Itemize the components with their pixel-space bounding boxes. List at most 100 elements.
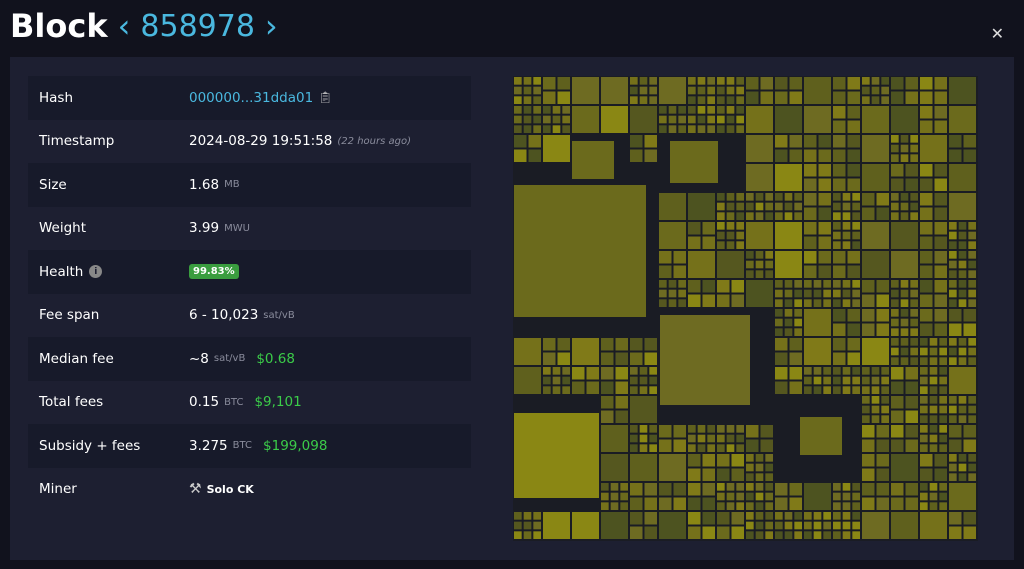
transaction-block[interactable] — [881, 96, 889, 104]
transaction-block[interactable] — [968, 270, 976, 278]
transaction-block[interactable] — [833, 309, 846, 322]
transaction-block[interactable] — [804, 338, 831, 365]
transaction-block[interactable] — [668, 280, 677, 288]
transaction-block[interactable] — [934, 91, 948, 105]
transaction-block[interactable] — [775, 521, 783, 530]
transaction-block[interactable] — [644, 352, 658, 366]
transaction-block[interactable] — [891, 410, 904, 424]
transaction-block[interactable] — [949, 135, 962, 148]
transaction-block[interactable] — [644, 149, 658, 163]
transaction-block[interactable] — [891, 347, 899, 356]
transaction-block[interactable] — [678, 280, 686, 288]
transaction-block[interactable] — [789, 483, 803, 496]
transaction-block[interactable] — [833, 106, 846, 119]
transaction-block[interactable] — [794, 299, 802, 307]
transaction-block[interactable] — [755, 512, 764, 520]
transaction-block[interactable] — [678, 106, 686, 114]
transaction-block[interactable] — [968, 289, 976, 298]
transaction-block[interactable] — [630, 454, 657, 481]
transaction-block[interactable] — [533, 115, 541, 124]
transaction-block[interactable] — [804, 251, 817, 264]
transaction-block[interactable] — [958, 270, 967, 278]
transaction-block[interactable] — [775, 309, 783, 317]
transaction-block[interactable] — [920, 207, 933, 221]
transaction-block[interactable] — [659, 497, 672, 511]
transaction-block[interactable] — [717, 115, 725, 124]
transaction-block[interactable] — [910, 289, 918, 298]
transaction-block[interactable] — [818, 265, 832, 279]
transaction-block[interactable] — [813, 299, 822, 307]
transaction-block[interactable] — [905, 381, 919, 395]
transaction-block[interactable] — [939, 483, 947, 491]
transaction-block[interactable] — [697, 86, 706, 95]
transaction-block[interactable] — [881, 367, 889, 375]
transaction-block[interactable] — [789, 91, 803, 105]
transaction-block[interactable] — [639, 386, 648, 394]
transaction-block[interactable] — [644, 338, 658, 351]
transaction-block[interactable] — [876, 309, 890, 322]
transaction-block[interactable] — [910, 357, 918, 365]
transaction-block[interactable] — [949, 415, 957, 423]
transaction-block[interactable] — [833, 289, 841, 298]
transaction-block[interactable] — [833, 521, 841, 530]
transaction-block[interactable] — [833, 323, 846, 337]
transaction-block[interactable] — [833, 483, 841, 491]
transaction-block[interactable] — [746, 91, 759, 105]
transaction-block[interactable] — [891, 497, 904, 511]
transaction-block[interactable] — [833, 265, 846, 279]
transaction-block[interactable] — [736, 231, 744, 240]
transaction-block[interactable] — [697, 434, 706, 443]
transaction-block[interactable] — [523, 125, 532, 133]
transaction-block[interactable] — [789, 77, 803, 90]
transaction-block[interactable] — [876, 207, 890, 221]
transaction-block[interactable] — [649, 86, 657, 95]
transaction-block[interactable] — [968, 347, 976, 356]
transaction-block[interactable] — [920, 323, 933, 337]
transaction-block[interactable] — [842, 502, 851, 510]
transaction-block[interactable] — [707, 77, 715, 85]
transaction-block[interactable] — [630, 338, 643, 351]
transaction-block[interactable] — [746, 106, 773, 133]
transaction-block[interactable] — [649, 444, 657, 452]
transaction-block[interactable] — [659, 193, 686, 220]
transaction-block[interactable] — [891, 144, 899, 153]
transaction-block[interactable] — [789, 352, 803, 366]
transaction-block[interactable] — [707, 115, 715, 124]
transaction-block[interactable] — [668, 299, 677, 307]
transaction-block[interactable] — [514, 106, 522, 114]
transaction-block[interactable] — [949, 483, 976, 510]
transaction-block[interactable] — [702, 468, 716, 482]
transaction-block[interactable] — [920, 164, 933, 177]
block-treemap[interactable] — [513, 76, 978, 541]
transaction-block[interactable] — [630, 352, 643, 366]
transaction-block[interactable] — [968, 251, 976, 259]
transaction-block[interactable] — [630, 376, 638, 385]
transaction-block[interactable] — [804, 512, 812, 520]
transaction-block[interactable] — [949, 473, 957, 481]
transaction-block[interactable] — [586, 381, 600, 395]
transaction-block[interactable] — [775, 77, 788, 90]
transaction-block[interactable] — [794, 328, 802, 336]
transaction-block[interactable] — [852, 231, 860, 240]
transaction-block[interactable] — [934, 323, 948, 337]
transaction-block[interactable] — [514, 185, 646, 317]
transaction-block[interactable] — [842, 212, 851, 220]
close-icon[interactable]: ✕ — [990, 24, 1004, 43]
transaction-block[interactable] — [572, 381, 585, 395]
transaction-block[interactable] — [717, 212, 725, 220]
transaction-block[interactable] — [731, 454, 745, 467]
transaction-block[interactable] — [871, 415, 880, 423]
transaction-block[interactable] — [755, 463, 764, 472]
transaction-block[interactable] — [920, 347, 928, 356]
transaction-block[interactable] — [852, 521, 860, 530]
transaction-block[interactable] — [842, 241, 851, 249]
transaction-block[interactable] — [755, 251, 764, 259]
transaction-block[interactable] — [717, 241, 725, 249]
transaction-block[interactable] — [615, 396, 629, 409]
transaction-block[interactable] — [552, 106, 561, 114]
transaction-block[interactable] — [968, 299, 976, 307]
transaction-block[interactable] — [775, 483, 788, 496]
transaction-block[interactable] — [697, 444, 706, 452]
transaction-block[interactable] — [543, 386, 551, 394]
transaction-block[interactable] — [726, 115, 735, 124]
